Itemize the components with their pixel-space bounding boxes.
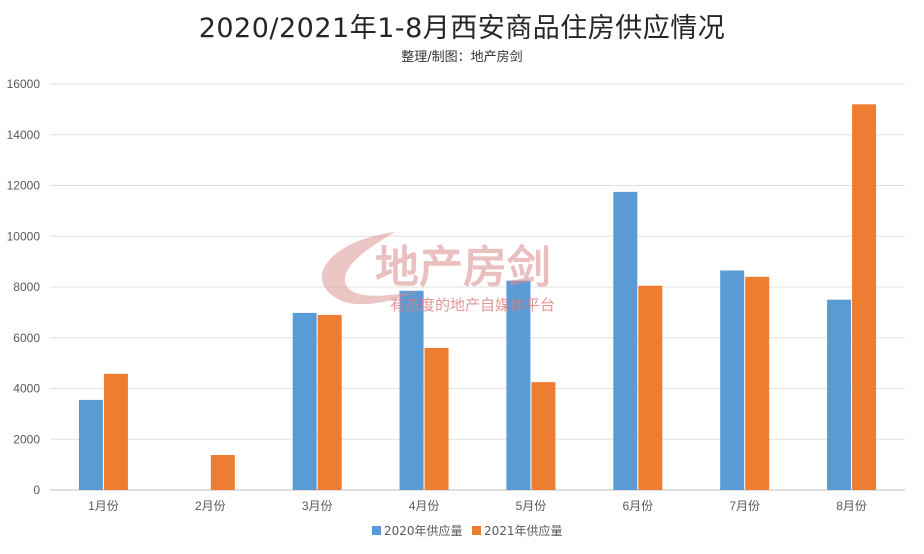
x-axis-ticks: 1月份 2月份 3月份 4月份 5月份 6月份 7月份 8月份 [88, 499, 867, 513]
bar [424, 347, 449, 490]
x-tick-label: 8月份 [836, 499, 867, 513]
x-tick-label: 7月份 [729, 499, 760, 513]
legend-label: 2020年供应量 [384, 523, 463, 538]
watermark-logo-icon [321, 232, 420, 305]
bar [292, 312, 317, 490]
y-tick-label: 6000 [13, 331, 40, 345]
y-tick-label: 14000 [7, 128, 41, 142]
chart-title: 2020/2021年1-8月西安商品住房供应情况 [198, 13, 726, 44]
bar [745, 276, 770, 490]
bar [317, 314, 342, 490]
x-tick-label: 1月份 [88, 499, 119, 513]
y-tick-label: 2000 [13, 432, 40, 446]
bars [78, 104, 877, 491]
bar [531, 382, 556, 490]
y-tick-label: 4000 [13, 382, 40, 396]
x-tick-label: 2月份 [195, 499, 226, 513]
watermark-brand: 地产房剑 [375, 242, 551, 293]
bar [852, 104, 877, 491]
y-axis-ticks: 0 2000 4000 6000 8000 10000 12000 14000 16000 [7, 77, 41, 497]
legend-swatch [372, 526, 381, 535]
y-tick-label: 12000 [7, 179, 41, 193]
x-tick-label: 6月份 [622, 499, 653, 513]
legend: 2020年供应量 2021年供应量 [372, 523, 563, 538]
bar [720, 270, 745, 490]
y-tick-label: 8000 [13, 280, 40, 294]
bar [103, 373, 128, 490]
watermark: 地产房剑 有态度的地产自媒体平台 [321, 232, 555, 314]
watermark-slogan: 有态度的地产自媒体平台 [390, 296, 555, 314]
x-tick-label: 5月份 [516, 499, 547, 513]
legend-label: 2021年供应量 [484, 523, 563, 538]
bar [638, 285, 663, 490]
bar [78, 399, 103, 490]
legend-swatch [472, 526, 481, 535]
y-tick-label: 0 [33, 483, 40, 497]
x-tick-label: 4月份 [409, 499, 440, 513]
x-tick-label: 3月份 [302, 499, 333, 513]
y-tick-label: 10000 [7, 229, 41, 243]
chart-subtitle: 整理/制图：地产房剑 [401, 50, 523, 65]
bar [827, 299, 852, 490]
bar [506, 280, 531, 490]
bar [399, 290, 424, 490]
bar [210, 454, 235, 490]
y-tick-label: 16000 [7, 77, 41, 91]
bar [613, 191, 638, 490]
